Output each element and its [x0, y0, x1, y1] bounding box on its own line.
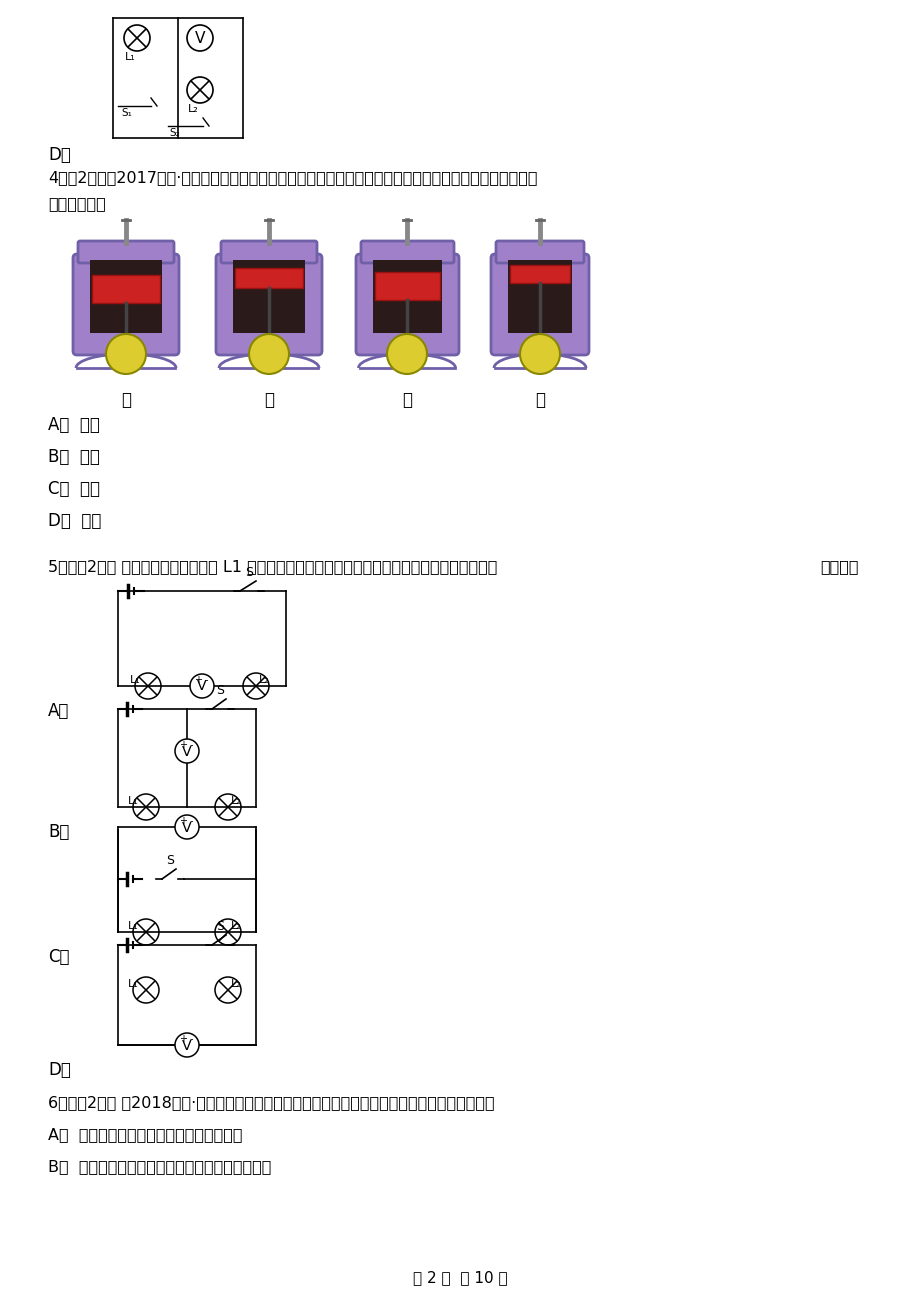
Text: D．: D． — [48, 146, 71, 164]
Circle shape — [175, 1032, 199, 1057]
Circle shape — [519, 335, 560, 374]
Text: S₂: S₂ — [169, 128, 179, 138]
Text: V: V — [195, 31, 205, 46]
Bar — [233, 260, 305, 333]
Text: V: V — [182, 1039, 191, 1052]
Bar — [509, 266, 570, 283]
Text: -: - — [190, 816, 193, 825]
Text: L₂: L₂ — [231, 921, 242, 931]
Text: 甲: 甲 — [121, 391, 130, 409]
Text: -: - — [190, 1034, 193, 1044]
Text: +: + — [179, 816, 187, 825]
Bar — [372, 260, 441, 333]
Text: L₁: L₁ — [125, 52, 136, 62]
Text: S: S — [244, 566, 253, 579]
Circle shape — [106, 335, 146, 374]
Text: 丙: 丙 — [402, 391, 412, 409]
Text: A．  图甲: A． 图甲 — [48, 417, 100, 434]
Text: C．  图丙: C． 图丙 — [48, 480, 100, 497]
Text: D．: D． — [48, 1061, 71, 1079]
FancyBboxPatch shape — [491, 254, 588, 355]
Text: V: V — [182, 820, 191, 835]
Text: A．: A． — [48, 702, 69, 720]
FancyBboxPatch shape — [495, 241, 584, 263]
Text: A．  物体的温度降低一定是对外做功造成的: A． 物体的温度降低一定是对外做功造成的 — [48, 1128, 243, 1142]
FancyBboxPatch shape — [216, 254, 322, 355]
FancyBboxPatch shape — [73, 254, 179, 355]
Text: L₂: L₂ — [259, 674, 269, 685]
Bar — [234, 268, 302, 288]
Text: B．  图乙: B． 图乙 — [48, 448, 100, 466]
Text: V: V — [182, 745, 191, 759]
Circle shape — [187, 25, 213, 51]
Text: L₂: L₂ — [187, 104, 199, 115]
Text: -: - — [190, 740, 193, 750]
Text: （　　）: （ ） — [819, 559, 857, 574]
Text: 的是（　　）: 的是（ ） — [48, 197, 106, 211]
Text: L₁: L₁ — [128, 921, 139, 931]
Text: 6．　（2分） （2018九上·合肥期中）下列关于功、温度、内能和热量的描述中正确的是（　　）: 6． （2分） （2018九上·合肥期中）下列关于功、温度、内能和热量的描述中正… — [48, 1095, 494, 1111]
Text: 4．（2分）（2017九上·防城港期末）如图是四冲程发动机的工作循环示意图，其中将气体内能转化为机械能: 4．（2分）（2017九上·防城港期末）如图是四冲程发动机的工作循环示意图，其中… — [48, 171, 537, 185]
Circle shape — [387, 335, 426, 374]
Circle shape — [175, 815, 199, 838]
Text: 5．　（2分） 小军想用电压表测出灯 L1 两端的电压，连接了如图所示的四个电路图，其中正确的是: 5． （2分） 小军想用电压表测出灯 L1 两端的电压，连接了如图所示的四个电路… — [48, 559, 497, 574]
Bar — [90, 260, 162, 333]
Text: L₁: L₁ — [128, 979, 139, 990]
Text: L₁: L₁ — [130, 674, 141, 685]
FancyBboxPatch shape — [78, 241, 174, 263]
Text: +: + — [179, 740, 187, 750]
Text: B．  物体从外界吸收了热量其分子热运动一定加剧: B． 物体从外界吸收了热量其分子热运动一定加剧 — [48, 1159, 271, 1174]
Text: S: S — [165, 854, 174, 867]
Circle shape — [175, 740, 199, 763]
Bar — [375, 272, 439, 299]
Text: 乙: 乙 — [264, 391, 274, 409]
Text: -: - — [205, 674, 209, 685]
FancyBboxPatch shape — [356, 254, 459, 355]
Text: L₁: L₁ — [128, 796, 139, 806]
Text: V: V — [197, 680, 207, 694]
Text: L₂: L₂ — [231, 979, 242, 990]
Text: D．  图丁: D． 图丁 — [48, 512, 101, 530]
Text: B．: B． — [48, 823, 69, 841]
Circle shape — [249, 335, 289, 374]
FancyBboxPatch shape — [221, 241, 317, 263]
Text: 丁: 丁 — [535, 391, 544, 409]
Text: S: S — [216, 921, 223, 934]
Text: +: + — [179, 1034, 187, 1044]
Text: C．: C． — [48, 948, 70, 966]
Bar — [507, 260, 572, 333]
Bar — [92, 275, 160, 303]
Text: 第 2 页  共 10 页: 第 2 页 共 10 页 — [413, 1269, 506, 1285]
Text: L₂: L₂ — [231, 796, 242, 806]
Circle shape — [190, 674, 214, 698]
Text: +: + — [194, 674, 202, 685]
FancyBboxPatch shape — [360, 241, 453, 263]
Text: S₁: S₁ — [121, 108, 131, 118]
Text: S: S — [216, 684, 223, 697]
